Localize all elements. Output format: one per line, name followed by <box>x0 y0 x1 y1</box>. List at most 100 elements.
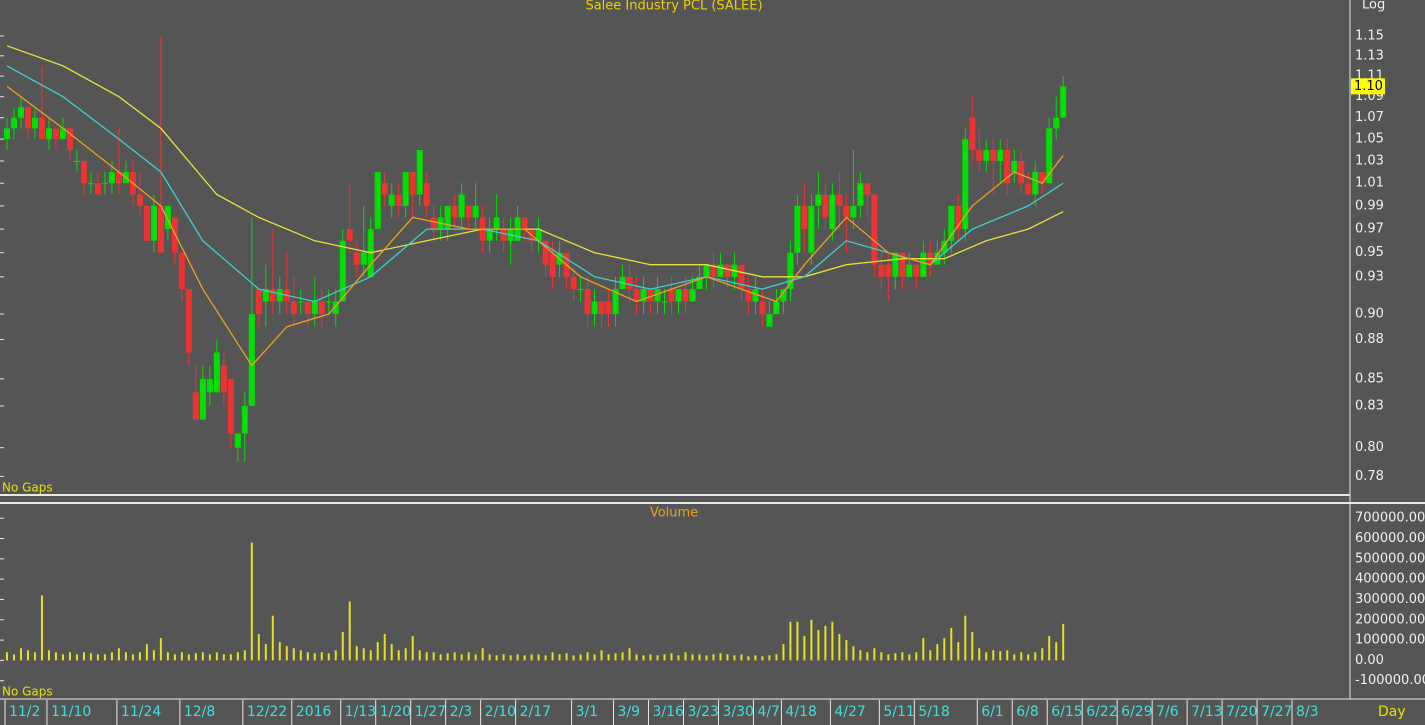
candle-body <box>759 301 766 315</box>
volume-bar <box>1034 652 1037 661</box>
candle-body <box>766 314 773 327</box>
candle-body <box>717 264 724 277</box>
volume-bar <box>593 654 596 661</box>
candle-body <box>724 264 731 277</box>
candle-body <box>269 289 276 302</box>
x-tick-label: 3/30 <box>722 704 753 720</box>
candle-body <box>682 289 689 302</box>
candle-body <box>66 128 73 151</box>
volume-bar <box>831 621 834 661</box>
volume-bar <box>985 652 988 661</box>
candle-body <box>38 117 45 140</box>
volume-bar <box>306 652 309 661</box>
volume-bar <box>537 654 540 661</box>
candle-body <box>738 264 745 290</box>
volume-bar <box>320 652 323 661</box>
candle-body <box>962 139 969 230</box>
y-tick-label: 0.78 <box>1355 469 1384 484</box>
volume-bar <box>117 648 120 661</box>
volume-bar <box>327 653 330 661</box>
volume-bar <box>208 654 211 661</box>
volume-bar <box>873 648 876 661</box>
candle-body <box>605 301 612 315</box>
x-tick-label: 11/24 <box>121 704 161 720</box>
y-tick-label: 600000.00 <box>1355 531 1425 546</box>
volume-bar <box>26 650 29 661</box>
candle-body <box>696 276 703 290</box>
volume-bar <box>782 644 785 661</box>
candle-body <box>703 264 710 277</box>
volume-bar <box>887 654 890 661</box>
volume-bar <box>40 595 43 661</box>
candle-body <box>675 289 682 302</box>
candle-body <box>647 289 654 302</box>
volume-bar <box>439 654 442 661</box>
volume-bar <box>341 631 344 661</box>
volume-bar <box>61 654 64 661</box>
candle-body <box>570 276 577 290</box>
last-price-label: 1.10 <box>1354 79 1383 94</box>
candle-body <box>801 205 808 230</box>
volume-bar <box>369 650 372 661</box>
volume-bar <box>971 631 974 661</box>
candle-body <box>486 229 493 241</box>
y-tick-label: 0.88 <box>1355 332 1384 347</box>
y-tick-label: 0.83 <box>1355 398 1384 413</box>
volume-bar <box>705 655 708 661</box>
x-tick-label: 6/22 <box>1086 704 1117 720</box>
candle-body <box>1025 183 1032 195</box>
volume-bar <box>75 654 78 661</box>
volume-bar <box>418 650 421 661</box>
volume-bar <box>880 652 883 661</box>
candle-body <box>458 194 465 218</box>
candle-body <box>906 264 913 277</box>
candle-body <box>388 194 395 206</box>
candle-body <box>661 301 668 303</box>
candle-body <box>416 150 423 195</box>
candle-body <box>136 194 143 206</box>
volume-bar <box>586 652 589 661</box>
candle-body <box>780 289 787 302</box>
candle-body <box>843 205 850 218</box>
moving-average-line <box>6 85 1064 367</box>
volume-bar <box>852 646 855 661</box>
x-tick-label: 2/10 <box>485 704 516 720</box>
candle-body <box>836 194 843 206</box>
candle-body <box>493 217 500 230</box>
volume-bar <box>313 653 316 661</box>
pane-title: Volume <box>650 506 698 521</box>
candle-body <box>745 289 752 302</box>
volume-bar <box>460 654 463 661</box>
volume-bar <box>138 652 141 661</box>
volume-bar <box>110 652 113 661</box>
volume-bar <box>824 625 827 661</box>
candle-body <box>185 289 192 353</box>
volume-bar <box>362 648 365 661</box>
volume-bar <box>1006 650 1009 661</box>
volume-bar <box>642 655 645 661</box>
chart-title: Salee Industry PCL (SALEE) <box>585 0 762 14</box>
volume-bar <box>159 638 162 661</box>
y-tick-label: 0.00 <box>1355 653 1384 668</box>
x-tick-label: 4/7 <box>757 704 780 720</box>
candle-body <box>332 301 339 315</box>
x-tick-label: 6/15 <box>1051 704 1082 720</box>
candle-body <box>52 128 59 140</box>
y-tick-label: 1.13 <box>1355 48 1384 63</box>
x-tick-label: 6/29 <box>1121 704 1152 720</box>
x-tick-label: 7/27 <box>1261 704 1292 720</box>
volume-bar <box>257 634 260 661</box>
candle-body <box>381 183 388 195</box>
candle-body <box>815 194 822 206</box>
volume-bar <box>565 653 568 661</box>
volume-bar <box>278 642 281 661</box>
y-tick-label: 0.93 <box>1355 269 1384 284</box>
volume-bar <box>859 650 862 661</box>
volume-bar <box>229 654 232 661</box>
volume-bar <box>572 655 575 661</box>
volume-bar <box>1062 623 1065 661</box>
candle-body <box>318 301 325 315</box>
volume-bar <box>929 650 932 661</box>
x-tick-label: 7/6 <box>1156 704 1179 720</box>
